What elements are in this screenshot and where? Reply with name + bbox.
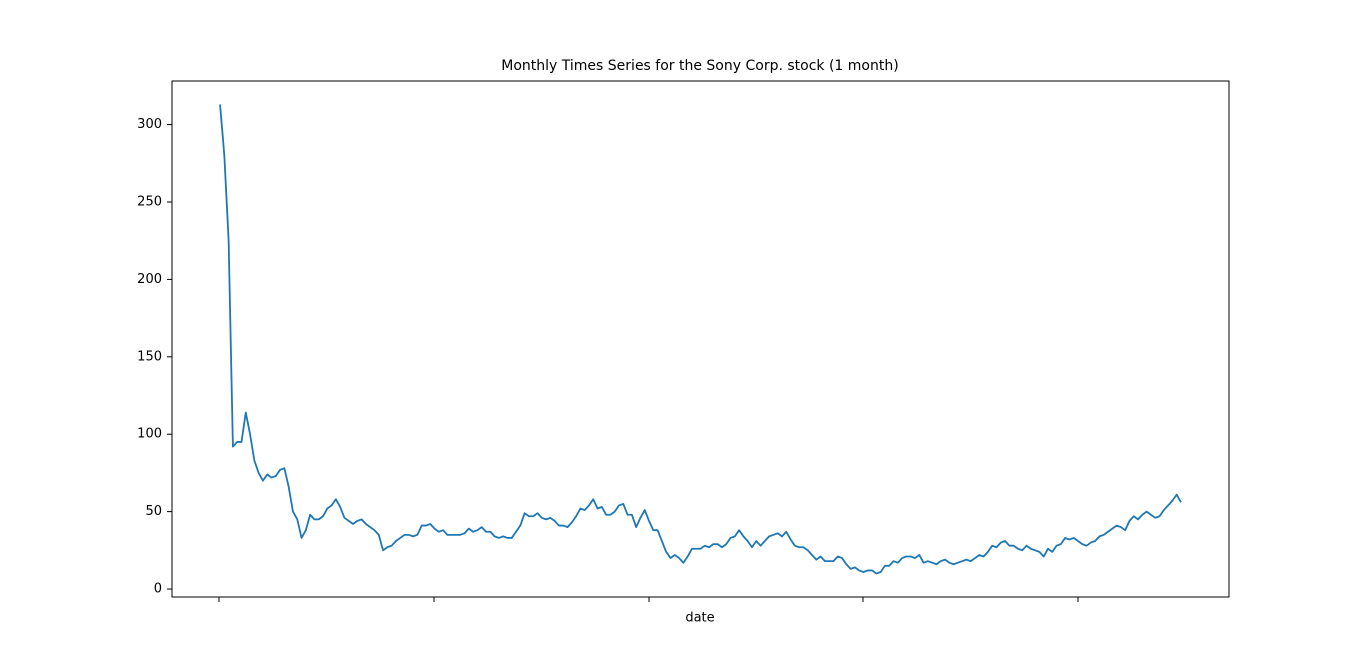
- plot-frame: [171, 80, 1230, 598]
- y-tick-label: 150: [137, 349, 162, 364]
- x-ticks: [218, 597, 1079, 602]
- chart-title: Monthly Times Series for the Sony Corp. …: [501, 58, 898, 74]
- y-tick-label: 50: [145, 504, 162, 519]
- y-tick-label: 250: [137, 194, 162, 209]
- y-tick-label: 300: [137, 117, 162, 132]
- y-tick-label: 200: [137, 272, 162, 287]
- line: [219, 104, 1182, 575]
- y-tick-label: 100: [137, 427, 162, 442]
- x-axis-label: date: [685, 611, 714, 626]
- y-tick-label: 0: [154, 582, 162, 597]
